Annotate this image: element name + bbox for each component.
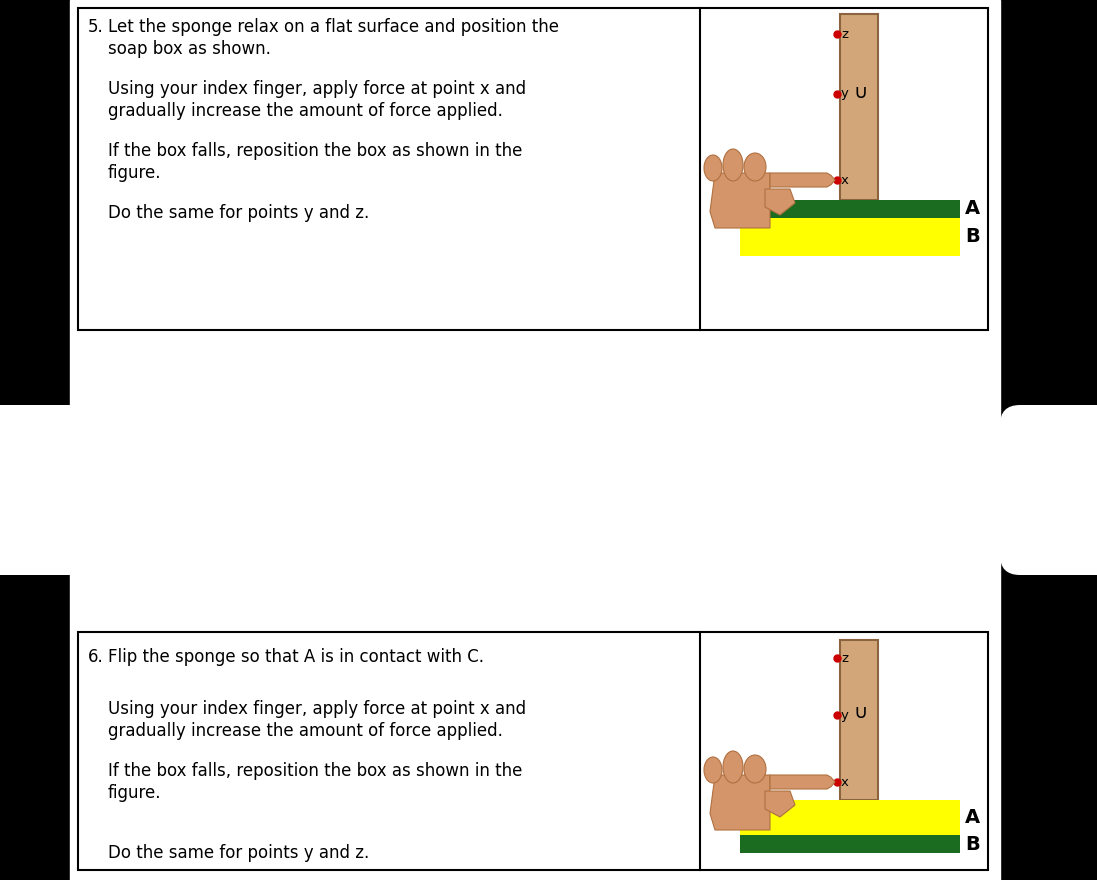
Ellipse shape <box>723 149 743 181</box>
Bar <box>740 800 960 835</box>
Ellipse shape <box>723 751 743 783</box>
Text: figure.: figure. <box>108 164 161 182</box>
Text: Using your index finger, apply force at point x and: Using your index finger, apply force at … <box>108 80 527 98</box>
Bar <box>740 835 960 853</box>
Text: soap box as shown.: soap box as shown. <box>108 40 271 58</box>
Text: x: x <box>841 173 849 187</box>
Text: If the box falls, reposition the box as shown in the: If the box falls, reposition the box as … <box>108 142 522 160</box>
Text: gradually increase the amount of force applied.: gradually increase the amount of force a… <box>108 102 502 120</box>
Text: 6.: 6. <box>88 648 104 666</box>
Polygon shape <box>770 173 835 187</box>
Bar <box>78 632 988 870</box>
Text: z: z <box>841 651 848 664</box>
Polygon shape <box>765 189 795 215</box>
Bar <box>78 8 988 330</box>
Text: Do the same for points y and z.: Do the same for points y and z. <box>108 844 370 862</box>
Ellipse shape <box>704 155 722 181</box>
Text: Flip the sponge so that A is in contact with C.: Flip the sponge so that A is in contact … <box>108 648 484 666</box>
Bar <box>740 200 960 218</box>
Text: y: y <box>841 87 849 100</box>
Text: gradually increase the amount of force applied.: gradually increase the amount of force a… <box>108 722 502 740</box>
Text: 5.: 5. <box>88 18 104 36</box>
Polygon shape <box>710 775 770 830</box>
Bar <box>840 640 878 800</box>
Text: figure.: figure. <box>108 784 161 802</box>
Text: Do the same for points y and z.: Do the same for points y and z. <box>108 204 370 222</box>
Bar <box>740 218 960 256</box>
Text: x: x <box>841 775 849 788</box>
FancyBboxPatch shape <box>0 405 95 575</box>
Text: A: A <box>965 808 980 827</box>
Text: If the box falls, reposition the box as shown in the: If the box falls, reposition the box as … <box>108 762 522 780</box>
Polygon shape <box>710 173 770 228</box>
Ellipse shape <box>704 757 722 783</box>
Ellipse shape <box>744 153 766 181</box>
Polygon shape <box>765 791 795 817</box>
Bar <box>840 14 878 200</box>
Text: z: z <box>841 27 848 40</box>
Polygon shape <box>770 775 835 789</box>
Text: ∪: ∪ <box>853 703 868 722</box>
Text: Using your index finger, apply force at point x and: Using your index finger, apply force at … <box>108 700 527 718</box>
Text: ∪: ∪ <box>853 83 868 101</box>
Text: B: B <box>965 834 980 854</box>
Text: Let the sponge relax on a flat surface and position the: Let the sponge relax on a flat surface a… <box>108 18 559 36</box>
Text: y: y <box>841 708 849 722</box>
Bar <box>70 0 1000 880</box>
Text: A: A <box>965 200 980 218</box>
Ellipse shape <box>744 755 766 783</box>
Text: B: B <box>965 228 980 246</box>
FancyBboxPatch shape <box>1000 405 1097 575</box>
